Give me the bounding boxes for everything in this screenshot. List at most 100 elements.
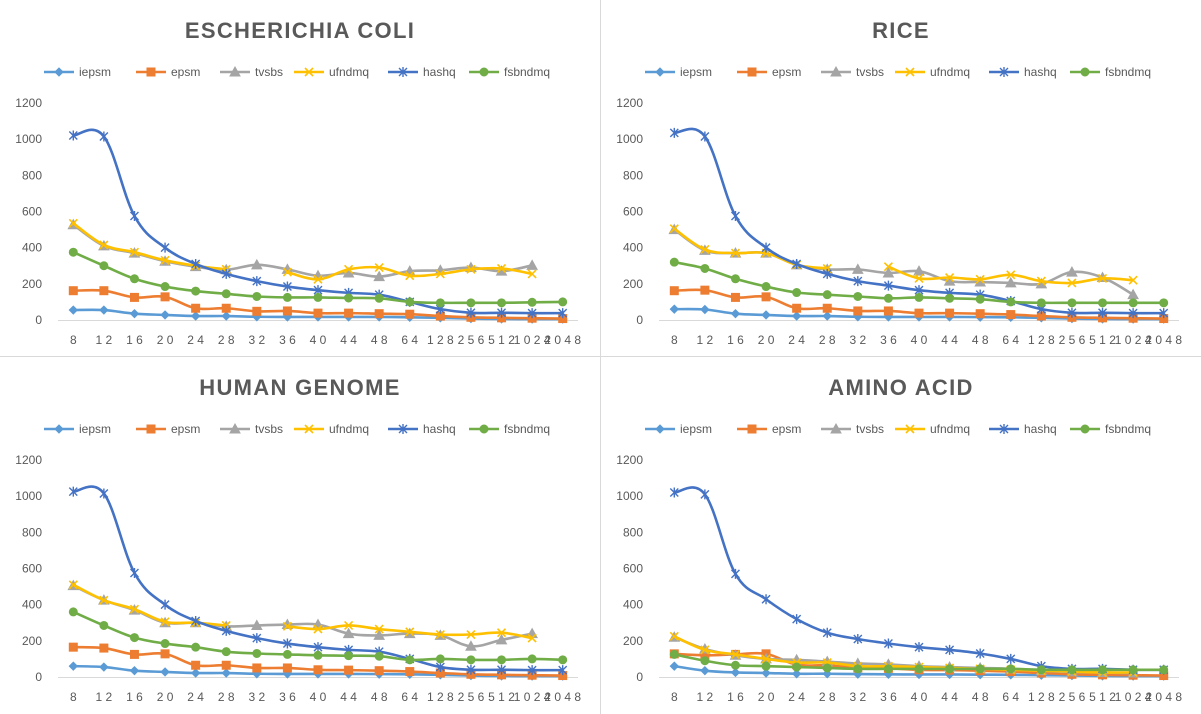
x-tick-label: 2 0 4 8 (544, 333, 581, 347)
data-point-epsm (792, 303, 802, 313)
data-point-epsm (282, 306, 292, 316)
data-point-iepsm (761, 668, 771, 678)
y-tick-label: 1000 (15, 489, 42, 503)
data-point-fsbndmq (1128, 665, 1138, 675)
chart-legend: iepsm epsm tvsbs ufndmq hashq fsbndmq (645, 65, 1151, 79)
legend-label-hashq: hashq (1024, 422, 1057, 436)
data-point-hashq (883, 638, 893, 649)
x-tick-label: 1 2 8 (1028, 690, 1055, 704)
data-point-ufndmq (730, 248, 741, 258)
data-point-hashq (730, 568, 740, 579)
y-tick-label: 0 (636, 313, 643, 327)
data-point-hashq (792, 258, 802, 269)
data-point-iepsm (822, 311, 832, 321)
data-point-ufndmq (435, 269, 445, 279)
data-point-fsbndmq (1036, 665, 1046, 675)
data-point-fsbndmq (282, 292, 292, 302)
legend-label-tvsbs: tvsbs (856, 422, 884, 436)
data-point-fsbndmq (945, 293, 955, 303)
data-point-fsbndmq (1067, 298, 1077, 308)
x-tick-label: 1 0 2 4 (514, 690, 551, 704)
data-point-hashq (191, 258, 201, 269)
horizontal-divider (0, 356, 1201, 357)
legend-label-fsbndmq: fsbndmq (1105, 65, 1151, 79)
data-point-fsbndmq (975, 664, 985, 674)
data-point-epsm (191, 660, 201, 670)
data-point-tvsbs (882, 266, 895, 278)
legend-marker-hashq (398, 67, 408, 77)
data-point-fsbndmq (792, 662, 802, 672)
legend-marker-epsm (747, 67, 757, 77)
data-point-ufndmq (99, 595, 109, 605)
data-point-epsm (68, 286, 78, 296)
legend-label-hashq: hashq (1024, 65, 1057, 79)
data-point-epsm (344, 308, 354, 318)
data-point-tvsbs (851, 263, 864, 274)
x-tick-label: 2 0 (157, 690, 174, 704)
data-point-fsbndmq (822, 290, 832, 300)
data-point-tvsbs (465, 640, 477, 651)
data-point-fsbndmq (435, 654, 445, 664)
data-point-epsm (160, 649, 170, 659)
vertical-divider (600, 0, 601, 714)
x-tick-label: 1 6 (126, 333, 143, 347)
data-point-hashq (99, 488, 109, 499)
data-point-fsbndmq (160, 639, 170, 649)
data-point-hashq (822, 627, 832, 638)
data-point-ufndmq (883, 262, 893, 272)
data-point-fsbndmq (344, 293, 354, 303)
x-tick-label: 2 5 6 (1059, 690, 1086, 704)
data-point-fsbndmq (761, 661, 771, 671)
data-point-epsm (761, 292, 771, 302)
data-point-fsbndmq (853, 664, 863, 674)
data-point-tvsbs (250, 258, 263, 270)
data-point-fsbndmq (883, 664, 893, 674)
x-tick-label: 1 2 8 (427, 690, 454, 704)
data-point-ufndmq (129, 604, 140, 614)
data-point-iepsm (669, 661, 680, 671)
data-point-epsm (68, 642, 78, 652)
data-point-fsbndmq (129, 633, 139, 643)
series-epsm (669, 285, 1169, 324)
x-tick-label: 2 4 (788, 333, 805, 347)
data-point-fsbndmq (853, 291, 863, 301)
data-point-tvsbs (1066, 266, 1078, 277)
chart-panel-amino-acid: AMINO ACID iepsm epsm tvsbs ufndmq hashq fsbnd… (601, 357, 1201, 713)
data-point-ufndmq (160, 255, 170, 265)
data-point-ufndmq (1006, 270, 1016, 280)
x-tick-label: 1 6 (727, 333, 744, 347)
data-point-hashq (1067, 307, 1077, 318)
series-hashq (669, 127, 1169, 319)
data-point-hashq (99, 131, 109, 142)
legend-label-iepsm: iepsm (79, 65, 111, 79)
data-point-ufndmq (761, 654, 771, 664)
data-point-epsm (129, 649, 139, 659)
legend-label-hashq: hashq (423, 65, 456, 79)
legend-label-ufndmq: ufndmq (930, 422, 970, 436)
x-tick-label: 2 8 (819, 690, 836, 704)
data-point-fsbndmq (792, 288, 802, 298)
data-point-iepsm (221, 311, 231, 321)
data-point-epsm (700, 285, 710, 295)
x-tick-label: 4 8 (972, 690, 989, 704)
series-line-ufndmq (72, 583, 533, 640)
y-tick-label: 1000 (616, 132, 643, 146)
data-point-iepsm (791, 669, 802, 679)
series-epsm (68, 286, 568, 324)
data-point-hashq (68, 486, 78, 497)
data-point-ufndmq (344, 264, 354, 274)
data-point-fsbndmq (914, 664, 924, 674)
legend-label-fsbndmq: fsbndmq (504, 422, 550, 436)
x-tick-label: 2 0 (758, 690, 775, 704)
x-tick-label: 2 4 (187, 690, 204, 704)
x-tick-label: 2 0 4 8 (1145, 690, 1182, 704)
data-point-hashq (191, 615, 201, 626)
data-point-fsbndmq (435, 298, 445, 308)
x-tick-label: 1 2 8 (1028, 333, 1055, 347)
data-point-fsbndmq (558, 655, 568, 665)
data-point-ufndmq (975, 274, 985, 284)
legend-label-fsbndmq: fsbndmq (504, 65, 550, 79)
legend-marker-tvsbs (229, 65, 241, 77)
data-point-ufndmq (374, 624, 384, 634)
